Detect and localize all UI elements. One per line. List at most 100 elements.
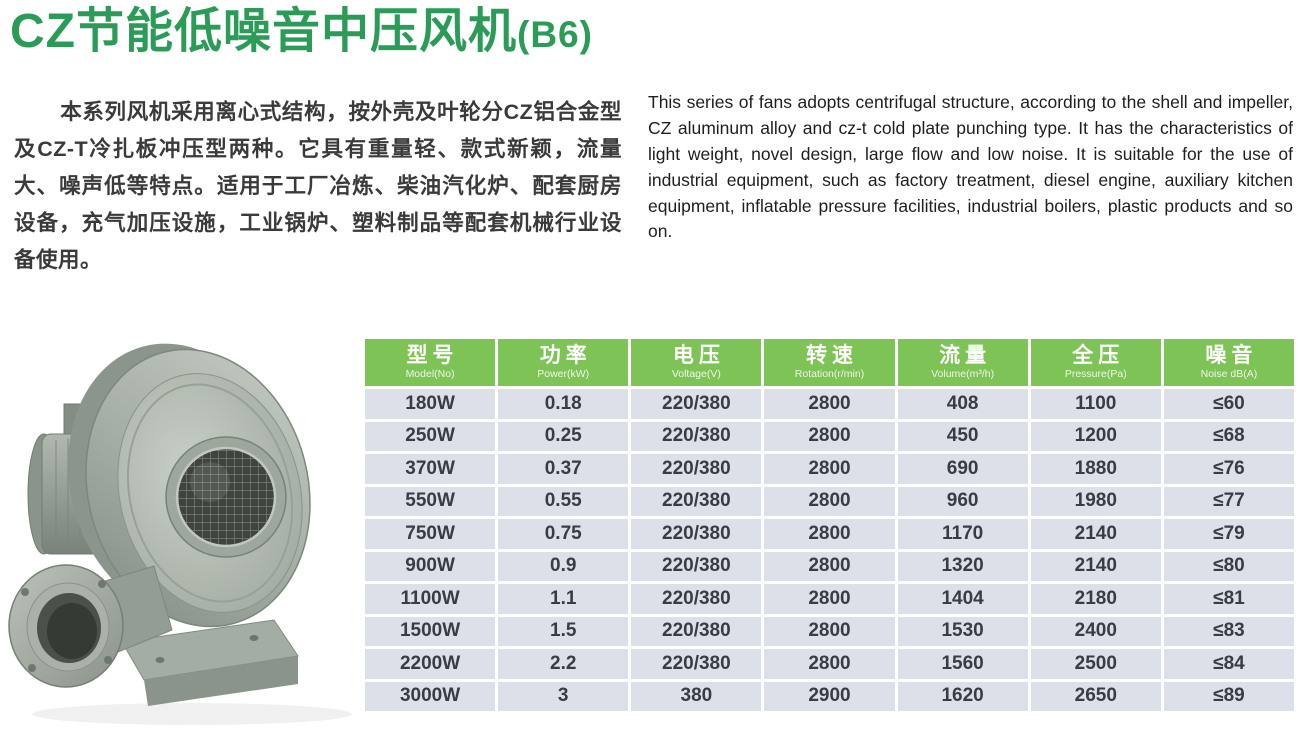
spec-cell: 2.2 bbox=[498, 649, 629, 679]
spec-cell: 2180 bbox=[1030, 584, 1161, 614]
spec-cell: 220/380 bbox=[631, 519, 762, 549]
spec-table: 型号 Model(No) 功率 Power(kW) 电压 Voltage(V) … bbox=[362, 336, 1297, 714]
spec-cell: 1500W bbox=[365, 616, 496, 646]
intro-paragraph-english: This series of fans adopts centrifugal s… bbox=[648, 92, 1293, 242]
page-title-suffix: (B6) bbox=[517, 14, 593, 55]
table-row: 2200W 2.2 220/380 2800 1560 2500 ≤84 bbox=[365, 649, 1294, 679]
spec-cell: 1530 bbox=[897, 616, 1028, 646]
column-header-en: Voltage(V) bbox=[671, 367, 721, 380]
spec-cell: 2800 bbox=[764, 616, 895, 646]
spec-cell: 220/380 bbox=[631, 389, 762, 419]
spec-cell: 2400 bbox=[1030, 616, 1161, 646]
page-title-main: CZ节能低噪音中压风机 bbox=[10, 5, 517, 58]
column-header-en: Pressure(Pa) bbox=[1064, 367, 1127, 380]
spec-cell: 220/380 bbox=[631, 551, 762, 581]
spec-cell: 2200W bbox=[365, 649, 496, 679]
spec-cell: 2800 bbox=[764, 389, 895, 419]
column-header-en: Model(No) bbox=[405, 367, 455, 380]
spec-cell: 0.37 bbox=[498, 454, 629, 484]
spec-cell: ≤80 bbox=[1163, 551, 1294, 581]
table-row: 1500W 1.5 220/380 2800 1530 2400 ≤83 bbox=[365, 616, 1294, 646]
spec-cell: ≤84 bbox=[1163, 649, 1294, 679]
column-header-cn: 功率 bbox=[539, 344, 592, 368]
spec-cell: 1100W bbox=[365, 584, 496, 614]
spec-cell: 2800 bbox=[764, 551, 895, 581]
spec-cell: 1100 bbox=[1030, 389, 1161, 419]
spec-cell: ≤89 bbox=[1163, 681, 1294, 711]
spec-cell: 2140 bbox=[1030, 519, 1161, 549]
table-row: 3000W 3 380 2900 1620 2650 ≤89 bbox=[365, 681, 1294, 711]
column-header-en: Noise dB(A) bbox=[1200, 367, 1258, 380]
spec-cell: 550W bbox=[365, 486, 496, 516]
column-header-cn: 流量 bbox=[939, 344, 992, 368]
spec-cell: 2900 bbox=[764, 681, 895, 711]
header-row: 型号 Model(No) 功率 Power(kW) 电压 Voltage(V) … bbox=[365, 339, 1294, 386]
spec-cell: 0.18 bbox=[498, 389, 629, 419]
spec-cell: 2800 bbox=[764, 486, 895, 516]
spec-cell: 1980 bbox=[1030, 486, 1161, 516]
product-photo bbox=[8, 343, 352, 725]
spec-cell: 1200 bbox=[1030, 421, 1161, 451]
column-header-cn: 电压 bbox=[672, 344, 725, 368]
spec-cell: 0.55 bbox=[498, 486, 629, 516]
intro-paragraph-chinese: 本系列风机采用离心式结构，按外壳及叶轮分CZ铝合金型及CZ-T冷扎板冲压型两种。… bbox=[14, 100, 622, 272]
spec-cell: ≤76 bbox=[1163, 454, 1294, 484]
spec-cell: 1170 bbox=[897, 519, 1028, 549]
column-header-cn: 转速 bbox=[805, 344, 858, 368]
spec-cell: 220/380 bbox=[631, 486, 762, 516]
spec-cell: 2650 bbox=[1030, 681, 1161, 711]
column-header-rotation: 转速 Rotation(r/min) bbox=[764, 339, 895, 386]
photo-shadow bbox=[32, 703, 352, 725]
spec-cell: 0.9 bbox=[498, 551, 629, 581]
spec-cell: 250W bbox=[365, 421, 496, 451]
spec-cell: 180W bbox=[365, 389, 496, 419]
spec-cell: 1.5 bbox=[498, 616, 629, 646]
column-header-voltage: 电压 Voltage(V) bbox=[631, 339, 762, 386]
spec-cell: 3 bbox=[498, 681, 629, 711]
spec-cell: 450 bbox=[897, 421, 1028, 451]
spec-cell: ≤83 bbox=[1163, 616, 1294, 646]
spec-cell: 220/380 bbox=[631, 421, 762, 451]
spec-cell: 380 bbox=[631, 681, 762, 711]
spec-cell: 2800 bbox=[764, 454, 895, 484]
spec-table-body: 180W 0.18 220/380 2800 408 1100 ≤60 250W 0.25 220… bbox=[365, 389, 1294, 711]
spec-cell: 2800 bbox=[764, 519, 895, 549]
spec-cell: 1880 bbox=[1030, 454, 1161, 484]
spec-cell: 220/380 bbox=[631, 616, 762, 646]
spec-cell: 220/380 bbox=[631, 454, 762, 484]
column-header-model: 型号 Model(No) bbox=[365, 339, 496, 386]
spec-cell: 960 bbox=[897, 486, 1028, 516]
column-header-pressure: 全压 Pressure(Pa) bbox=[1030, 339, 1161, 386]
table-row: 180W 0.18 220/380 2800 408 1100 ≤60 bbox=[365, 389, 1294, 419]
spec-cell: 1.1 bbox=[498, 584, 629, 614]
blower-outlet-flange bbox=[8, 564, 173, 688]
table-row: 550W 0.55 220/380 2800 960 1980 ≤77 bbox=[365, 486, 1294, 516]
spec-cell: 3000W bbox=[365, 681, 496, 711]
spec-cell: ≤77 bbox=[1163, 486, 1294, 516]
column-header-cn: 全压 bbox=[1072, 344, 1125, 368]
spec-cell: 0.25 bbox=[498, 421, 629, 451]
spec-table-header: 型号 Model(No) 功率 Power(kW) 电压 Voltage(V) … bbox=[365, 339, 1294, 386]
page-title: CZ节能低噪音中压风机(B6) bbox=[10, 0, 593, 64]
column-header-cn: 噪音 bbox=[1205, 344, 1258, 368]
spec-cell: 900W bbox=[365, 551, 496, 581]
column-header-volume: 流量 Volume(m³/h) bbox=[897, 339, 1028, 386]
table-row: 1100W 1.1 220/380 2800 1404 2180 ≤81 bbox=[365, 584, 1294, 614]
spec-cell: 220/380 bbox=[631, 584, 762, 614]
table-row: 900W 0.9 220/380 2800 1320 2140 ≤80 bbox=[365, 551, 1294, 581]
table-row: 370W 0.37 220/380 2800 690 1880 ≤76 bbox=[365, 454, 1294, 484]
spec-cell: 2500 bbox=[1030, 649, 1161, 679]
spec-cell: ≤81 bbox=[1163, 584, 1294, 614]
spec-cell: 1320 bbox=[897, 551, 1028, 581]
spec-cell: 370W bbox=[365, 454, 496, 484]
spec-cell: 220/380 bbox=[631, 649, 762, 679]
spec-cell: 2800 bbox=[764, 421, 895, 451]
blower-base bbox=[121, 619, 299, 706]
blower-inlet-mesh bbox=[165, 436, 287, 558]
spec-cell: 2140 bbox=[1030, 551, 1161, 581]
column-header-cn: 型号 bbox=[406, 344, 459, 368]
spec-cell: 1620 bbox=[897, 681, 1028, 711]
spec-cell: 1404 bbox=[897, 584, 1028, 614]
spec-cell: 1560 bbox=[897, 649, 1028, 679]
column-header-power: 功率 Power(kW) bbox=[498, 339, 629, 386]
